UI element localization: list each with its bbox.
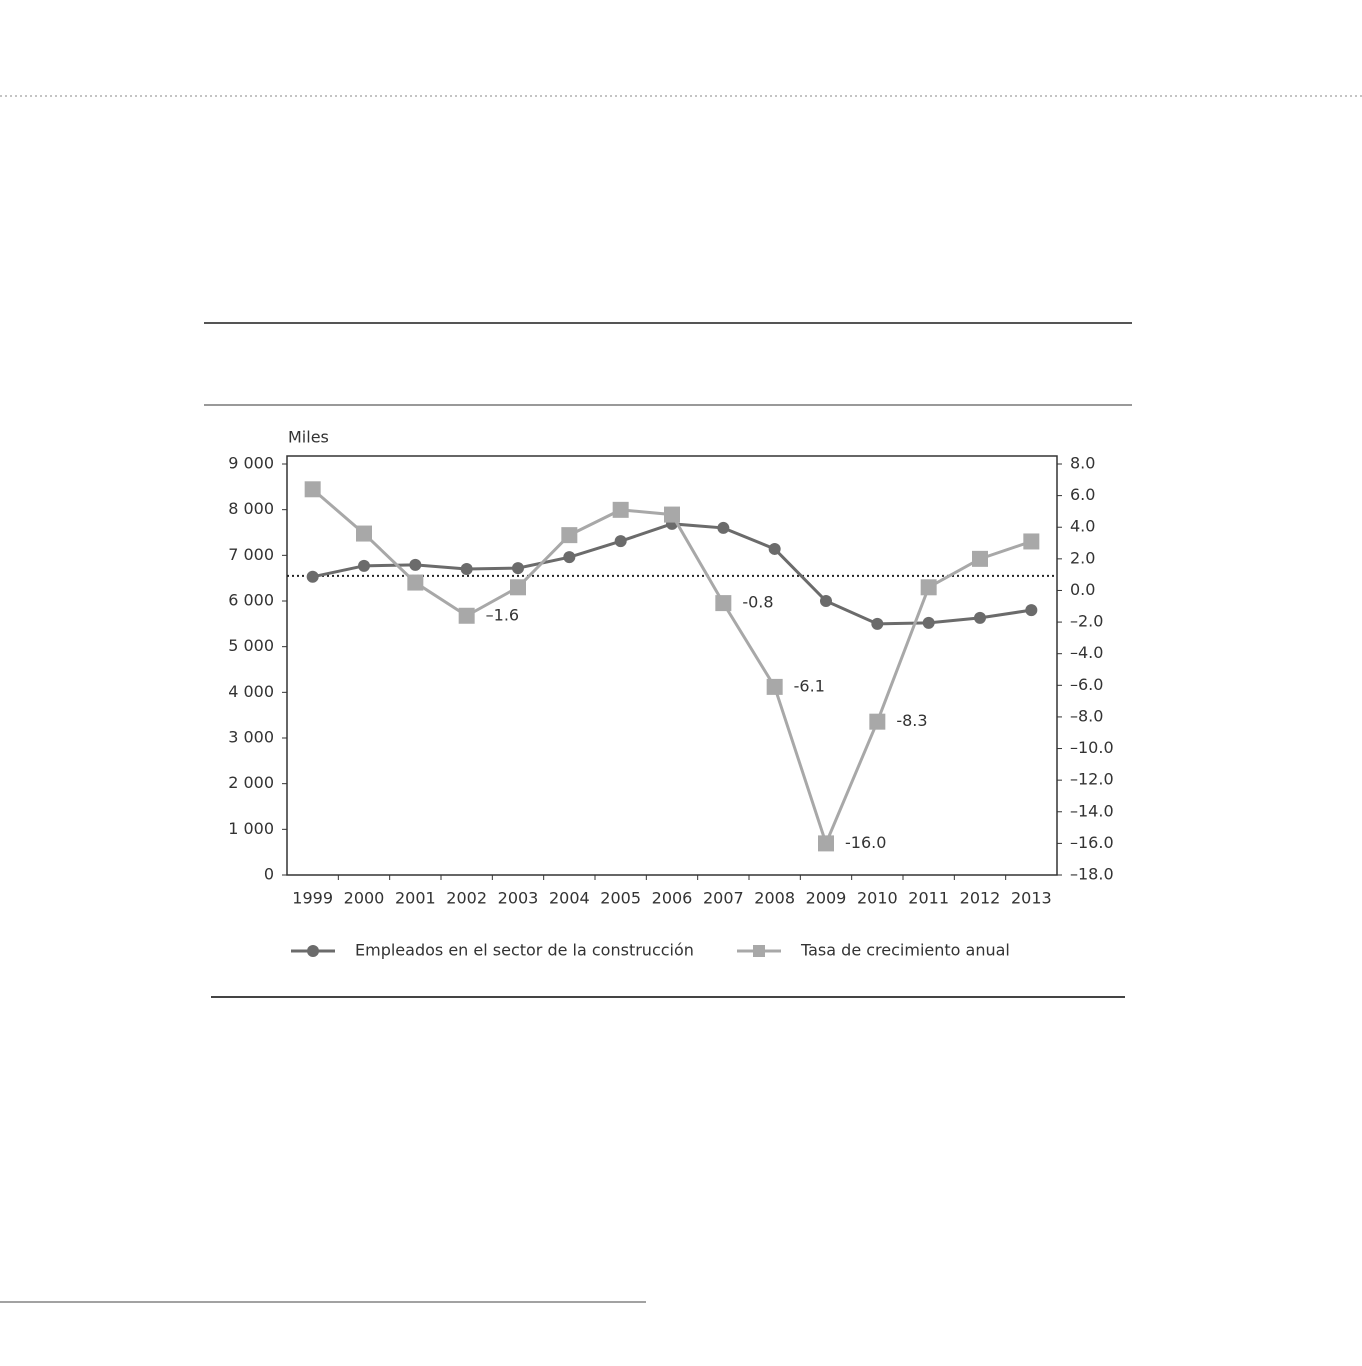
marker [407,574,424,591]
marker [510,579,526,596]
x-tick-label: 2007 [703,889,744,908]
legend-marker [307,945,319,957]
marker [715,595,732,612]
marker [1023,533,1040,550]
marker [612,501,629,518]
marker [356,525,372,542]
x-tick-label: 2009 [806,889,847,908]
series-line [312,522,1032,626]
x-tick-label: 2011 [908,889,949,908]
data-label: -8.3 [896,711,927,730]
plot-frame [286,455,1058,876]
data-label: -16.0 [845,833,886,852]
marker [766,678,783,695]
y2-tick-label: 0.0 [1070,580,1095,599]
x-tick-label: 2000 [344,889,385,908]
y2-tick-label: 4.0 [1070,517,1095,536]
y-tick-label: 6 000 [228,591,274,610]
marker [1025,604,1038,617]
x-tick-label: 2013 [1011,889,1052,908]
marker [458,607,475,624]
x-tick-label: 2001 [395,889,436,908]
marker [306,570,319,583]
y-tick-label: 4 000 [228,682,274,701]
marker [664,506,680,523]
y-axis-label: Miles [288,428,329,447]
y2-tick-label: –10.0 [1070,738,1114,757]
y2-tick-label: 8.0 [1070,454,1095,473]
y-tick-label: 9 000 [228,454,274,473]
y-tick-label: 1 000 [228,819,274,838]
marker [304,481,321,498]
marker [460,563,473,576]
marker [563,551,576,564]
marker [820,595,832,607]
legend-marker [753,945,765,957]
marker [920,579,937,596]
y2-tick-label: 6.0 [1070,485,1095,504]
y-tick-label: 2 000 [228,773,274,792]
y2-tick-label: –8.0 [1070,706,1103,725]
data-label: -6.1 [794,676,825,695]
y-tick-label: 7 000 [228,545,274,564]
y2-tick-label: –4.0 [1070,643,1103,662]
x-tick-label: 2006 [652,889,693,908]
x-tick-label: 2005 [600,889,641,908]
y2-tick-label: –14.0 [1070,801,1114,820]
legend-label: Empleados en el sector de la construcció… [355,941,694,960]
y-tick-label: 3 000 [228,728,274,747]
y-tick-label: 8 000 [228,499,274,518]
y2-tick-label: –16.0 [1070,833,1114,852]
x-tick-label: 2002 [446,889,487,908]
y-tick-label: 0 [264,865,274,884]
x-tick-label: 2008 [754,889,795,908]
series-line [311,488,1032,848]
x-tick-label: 2003 [498,889,539,908]
marker [614,535,627,548]
marker [768,542,781,555]
y2-tick-label: –6.0 [1070,675,1103,694]
marker [974,611,986,624]
marker [409,558,422,571]
y2-tick-label: –12.0 [1070,770,1114,789]
y-tick-label: 5 000 [228,636,274,655]
x-tick-label: 1999 [292,889,333,908]
marker [717,521,730,534]
marker [561,527,578,544]
marker [922,616,935,629]
y2-tick-label: –18.0 [1070,865,1114,884]
marker [972,550,988,567]
marker [818,835,834,852]
marker [512,562,524,575]
y2-tick-label: 2.0 [1070,548,1095,567]
marker [871,617,884,630]
x-tick-label: 2010 [857,889,898,908]
x-tick-label: 2004 [549,889,590,908]
marker [869,713,886,730]
data-label: –1.6 [486,605,519,624]
legend-label: Tasa de crecimiento anual [800,941,1010,960]
data-label: -0.8 [742,593,773,612]
marker [358,559,370,572]
x-tick-label: 2012 [960,889,1001,908]
y2-tick-label: –2.0 [1070,612,1103,631]
